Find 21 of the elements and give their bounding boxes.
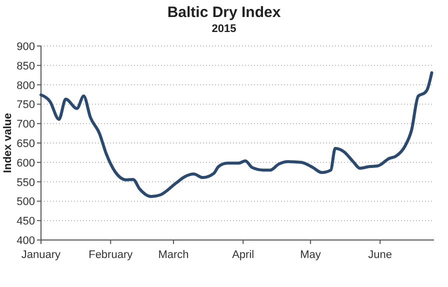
y-tick-label: 750: [16, 99, 35, 112]
y-tick-label: 500: [16, 196, 35, 208]
y-tick-label: 550: [16, 176, 35, 189]
chart-subtitle: 2015: [212, 23, 236, 35]
x-tick-label: February: [88, 249, 134, 261]
x-tick-label: April: [232, 249, 254, 261]
y-tick-label: 450: [16, 216, 35, 228]
y-tick-label: 850: [16, 60, 35, 72]
x-tick-label: June: [368, 249, 392, 261]
y-axis-title: Index value: [2, 113, 14, 173]
x-tick-label: January: [21, 249, 62, 261]
y-tick-label: 600: [16, 157, 35, 170]
y-tick-label: 700: [16, 118, 35, 131]
line-series: [40, 71, 434, 198]
y-tick-label: 650: [16, 138, 35, 150]
x-tick-label: May: [300, 249, 322, 261]
y-tick-label: 900: [16, 41, 35, 53]
chart-title: Baltic Dry Index: [167, 4, 282, 21]
x-tick-label: March: [158, 249, 189, 261]
y-tick-label: 800: [16, 80, 35, 92]
y-tick-label: 400: [16, 235, 35, 247]
